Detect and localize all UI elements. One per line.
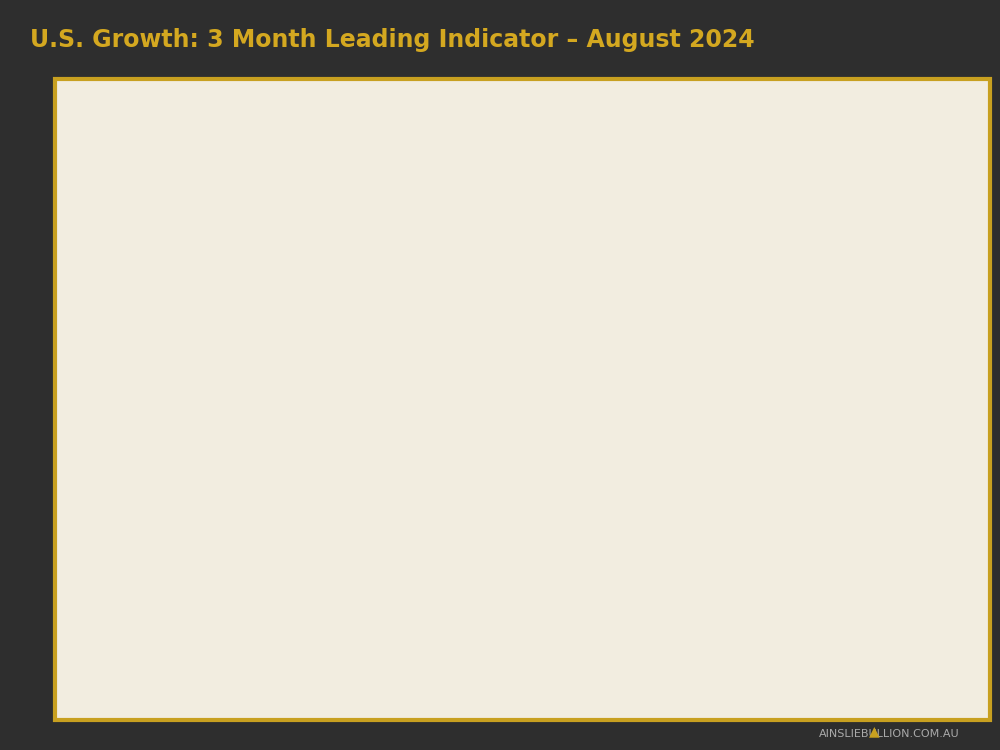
Text: U.S. Growth: 3 Month Leading Indicator – August 2024: U.S. Growth: 3 Month Leading Indicator –…	[30, 28, 755, 53]
Text: AINSLIEBULLION.COM.AU: AINSLIEBULLION.COM.AU	[819, 729, 960, 739]
Text: ▲: ▲	[869, 724, 880, 739]
Legend: ISM Manufacturing PMI, ISM Services PMI, 3 Month Leading Indicator: ISM Manufacturing PMI, ISM Services PMI,…	[80, 682, 663, 705]
